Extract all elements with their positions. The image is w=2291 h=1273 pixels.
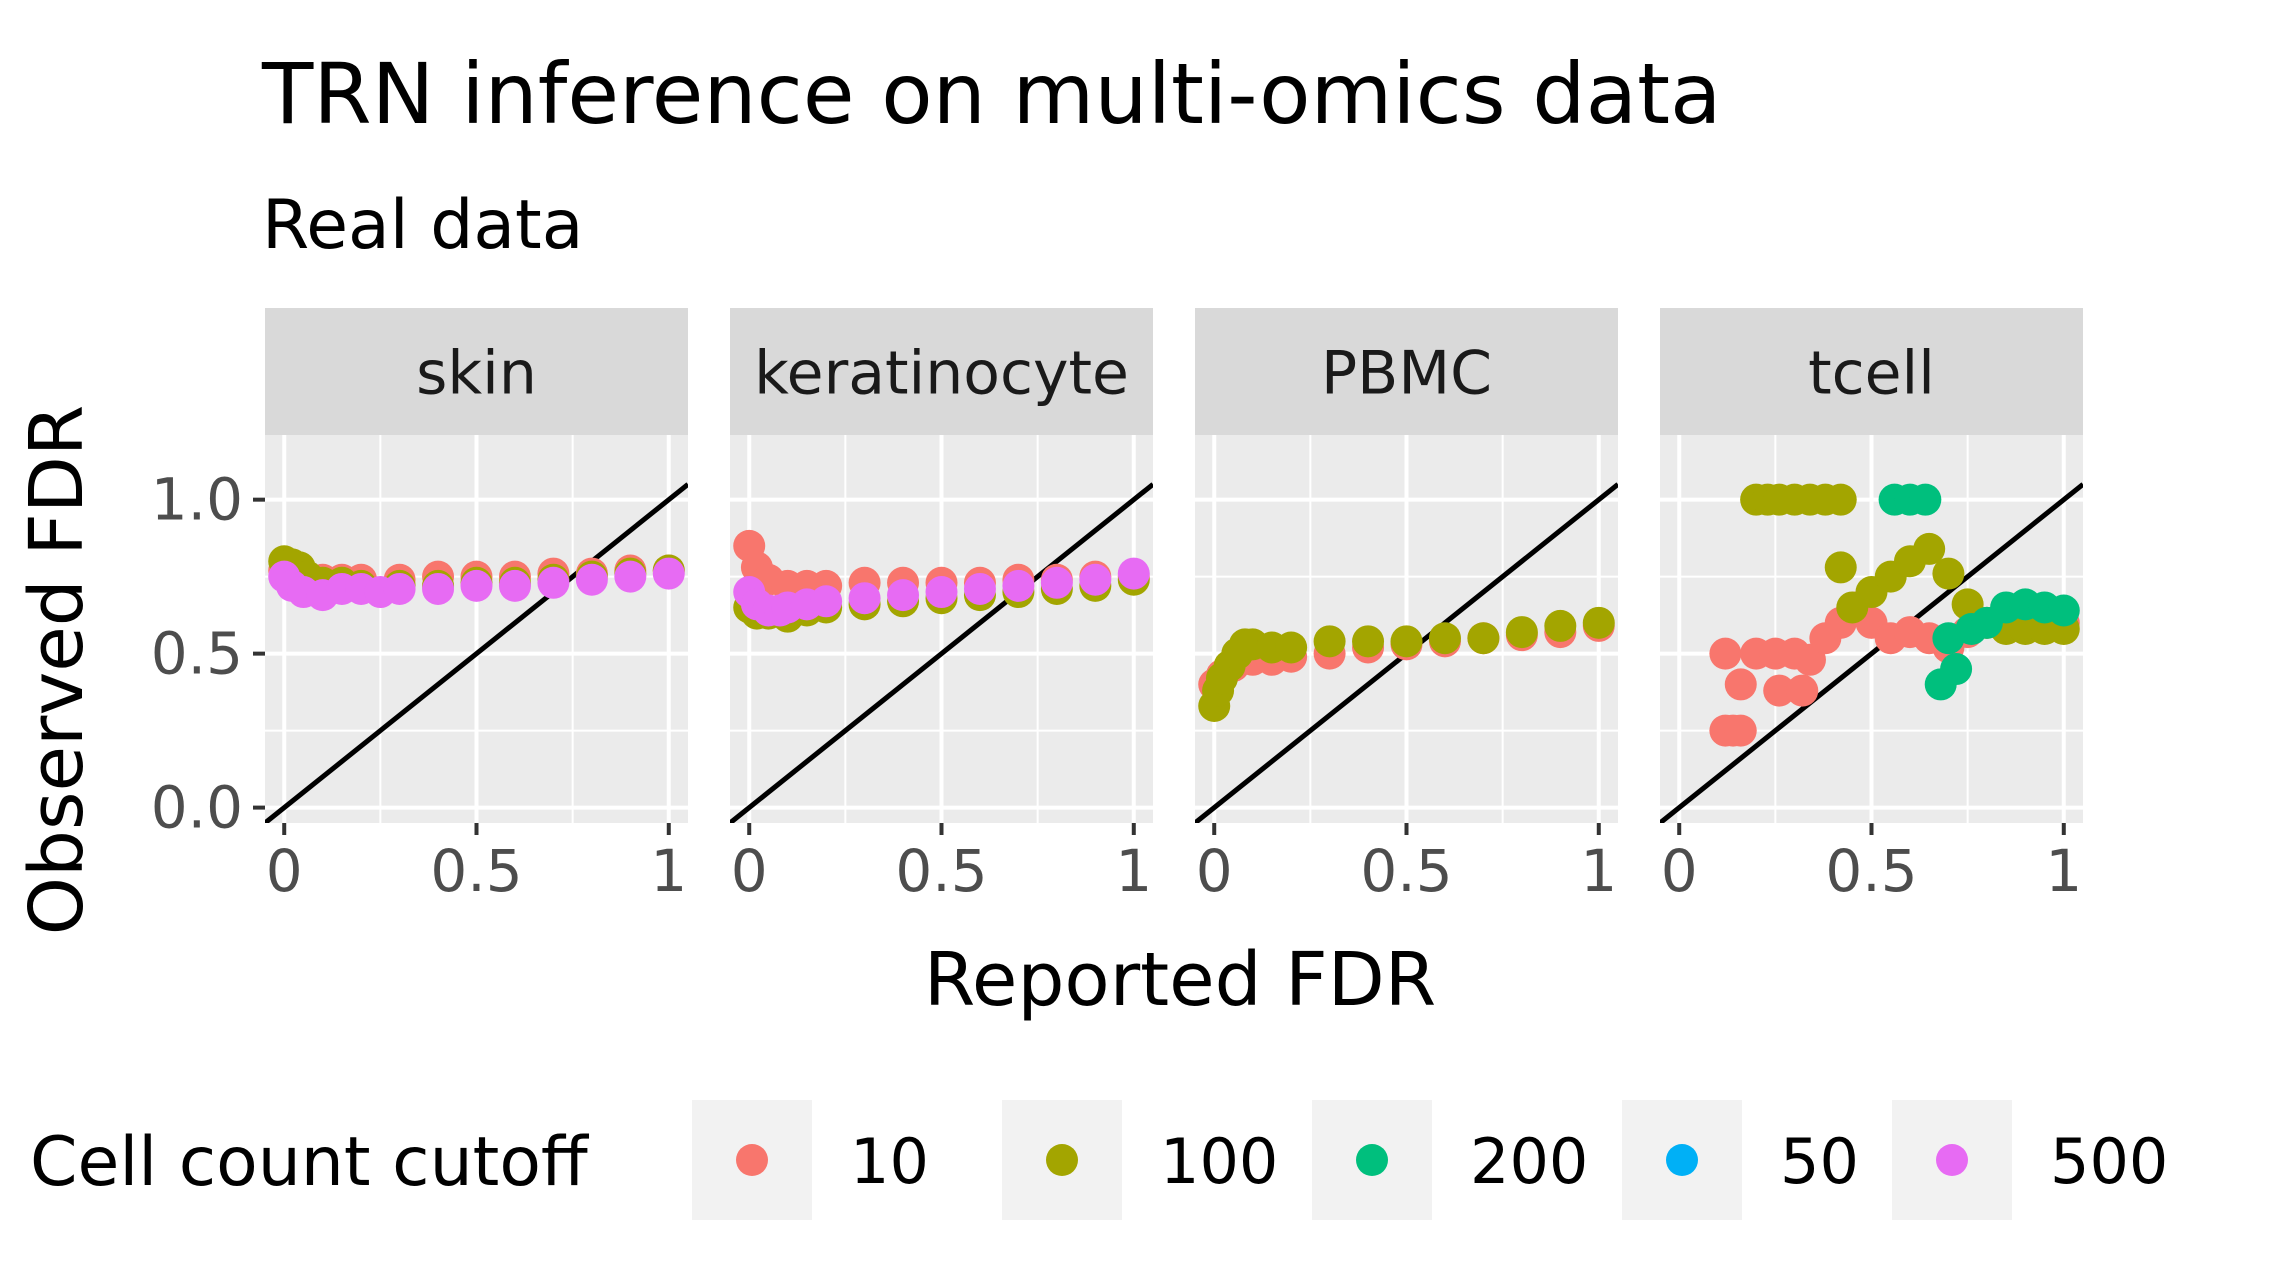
data-point (848, 582, 881, 615)
chart-subtitle: Real data (262, 186, 583, 265)
data-point (1724, 668, 1757, 701)
legend-label: 10 (850, 1125, 929, 1198)
x-tick-label: 0.5 (1360, 837, 1452, 905)
x-tick-label: 1 (650, 837, 687, 905)
data-point (1932, 557, 1965, 590)
data-point (1428, 622, 1461, 655)
x-tick-label: 1 (1580, 837, 1617, 905)
data-point (614, 560, 647, 593)
y-tick-label: 1.0 (151, 466, 243, 534)
legend-label: 100 (1160, 1125, 1278, 1198)
legend-label: 500 (2050, 1125, 2168, 1198)
series-500 (268, 557, 685, 612)
series-500 (733, 557, 1150, 627)
panel-strip-label: tcell (1808, 339, 1935, 409)
data-point (1940, 653, 1973, 686)
data-point (1079, 563, 1112, 596)
x-tick-label: 0.5 (1825, 837, 1917, 905)
legend-swatch (736, 1144, 768, 1176)
data-point (1582, 606, 1615, 639)
legend-swatch (1046, 1144, 1078, 1176)
series-200 (1878, 483, 2080, 701)
panel-pbmc: PBMC 0 0.5 1 (1195, 308, 1618, 905)
data-point (1824, 551, 1857, 584)
data-point (925, 576, 958, 609)
data-point (1909, 483, 1942, 516)
data-point (575, 563, 608, 596)
data-point (537, 566, 570, 599)
panel-strip (1195, 308, 1618, 435)
data-point (2047, 594, 2080, 627)
x-tick-label: 1 (2045, 837, 2082, 905)
data-point (1040, 566, 1073, 599)
x-tick-label: 0 (731, 837, 768, 905)
panel-strip-label: keratinocyte (754, 339, 1129, 409)
legend-label: 50 (1780, 1125, 1859, 1198)
data-point (460, 569, 493, 602)
x-tick-label: 0 (266, 837, 303, 905)
legend-swatch (1936, 1144, 1968, 1176)
reference-line (1660, 482, 2083, 823)
legend-label: 200 (1470, 1125, 1588, 1198)
x-axis-label: Reported FDR (924, 937, 1436, 1023)
data-point (963, 572, 996, 605)
y-axis-label: Observed FDR (14, 405, 100, 936)
reference-line (730, 482, 1153, 823)
legend: Cell count cutoff 10 100 200 50 500 (30, 1100, 2168, 1220)
data-point (887, 579, 920, 612)
series-100 (1198, 606, 1615, 722)
data-point (383, 572, 416, 605)
panel-strip (265, 308, 688, 435)
legend-item-10: 10 (692, 1100, 929, 1220)
data-point (1117, 557, 1150, 590)
data-point (1763, 674, 1796, 707)
data-point (810, 585, 843, 618)
panel-strip (730, 308, 1153, 435)
reference-line (265, 482, 688, 823)
legend-item-500: 500 (1892, 1100, 2168, 1220)
x-tick-label: 0 (1661, 837, 1698, 905)
y-tick-label: 0.5 (151, 620, 243, 688)
data-point (1824, 483, 1857, 516)
legend-item-100: 100 (1002, 1100, 1278, 1220)
panel-strip-label: PBMC (1321, 339, 1492, 409)
panel-tcell: tcell 0 0.5 1 (1660, 308, 2083, 905)
data-point (1467, 622, 1500, 655)
chart-title: TRN inference on multi-omics data (261, 45, 1722, 143)
data-point (1505, 616, 1538, 649)
data-point (1913, 532, 1946, 565)
panel-strip-label: skin (416, 339, 537, 409)
y-tick-label: 0.0 (151, 774, 243, 842)
data-point (1709, 637, 1742, 670)
panel-skin: skin 0 0.5 1 0.0 0.5 1.0 (151, 308, 688, 905)
legend-title: Cell count cutoff (30, 1123, 590, 1202)
legend-swatch (1666, 1144, 1698, 1176)
data-point (422, 572, 455, 605)
x-tick-label: 1 (1115, 837, 1152, 905)
panels: skin 0 0.5 1 0.0 0.5 1.0 keratinocyte 0 0.5 1 PBMC 0… (151, 308, 2083, 905)
data-point (1390, 625, 1423, 658)
legend-item-200: 200 (1312, 1100, 1588, 1220)
data-point (1786, 674, 1819, 707)
panel-keratinocyte: keratinocyte 0 0.5 1 (730, 308, 1153, 905)
data-point (1313, 625, 1346, 658)
x-tick-label: 0.5 (895, 837, 987, 905)
data-point (498, 569, 531, 602)
legend-swatch (1356, 1144, 1388, 1176)
data-point (652, 557, 685, 590)
x-tick-label: 0 (1196, 837, 1233, 905)
panel-strip (1660, 308, 2083, 435)
legend-item-50: 50 (1622, 1100, 1859, 1220)
data-point (1724, 714, 1757, 747)
data-point (1352, 625, 1385, 658)
data-point (1544, 609, 1577, 642)
data-point (1275, 631, 1308, 664)
x-tick-label: 0.5 (430, 837, 522, 905)
data-point (1002, 569, 1035, 602)
